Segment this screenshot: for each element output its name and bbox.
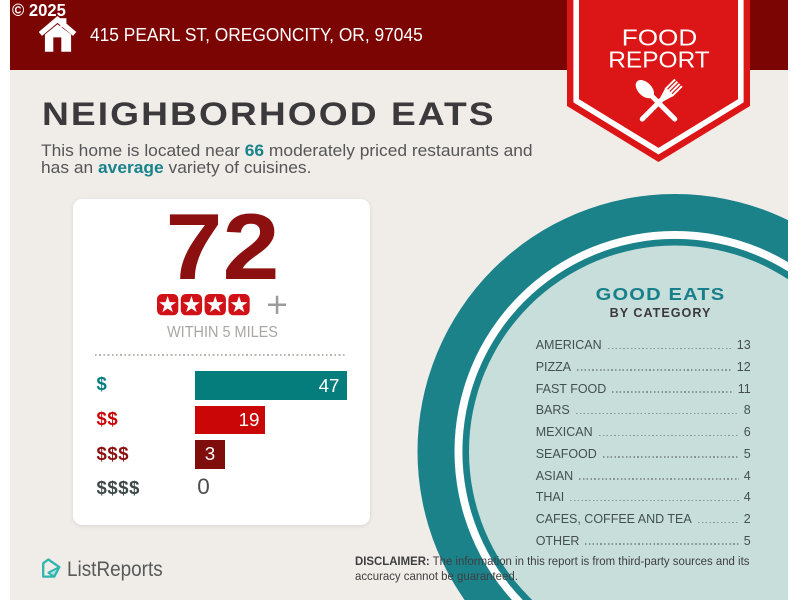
svg-text:FOOD: FOOD — [622, 25, 698, 51]
svg-text:REPORT: REPORT — [608, 46, 710, 72]
